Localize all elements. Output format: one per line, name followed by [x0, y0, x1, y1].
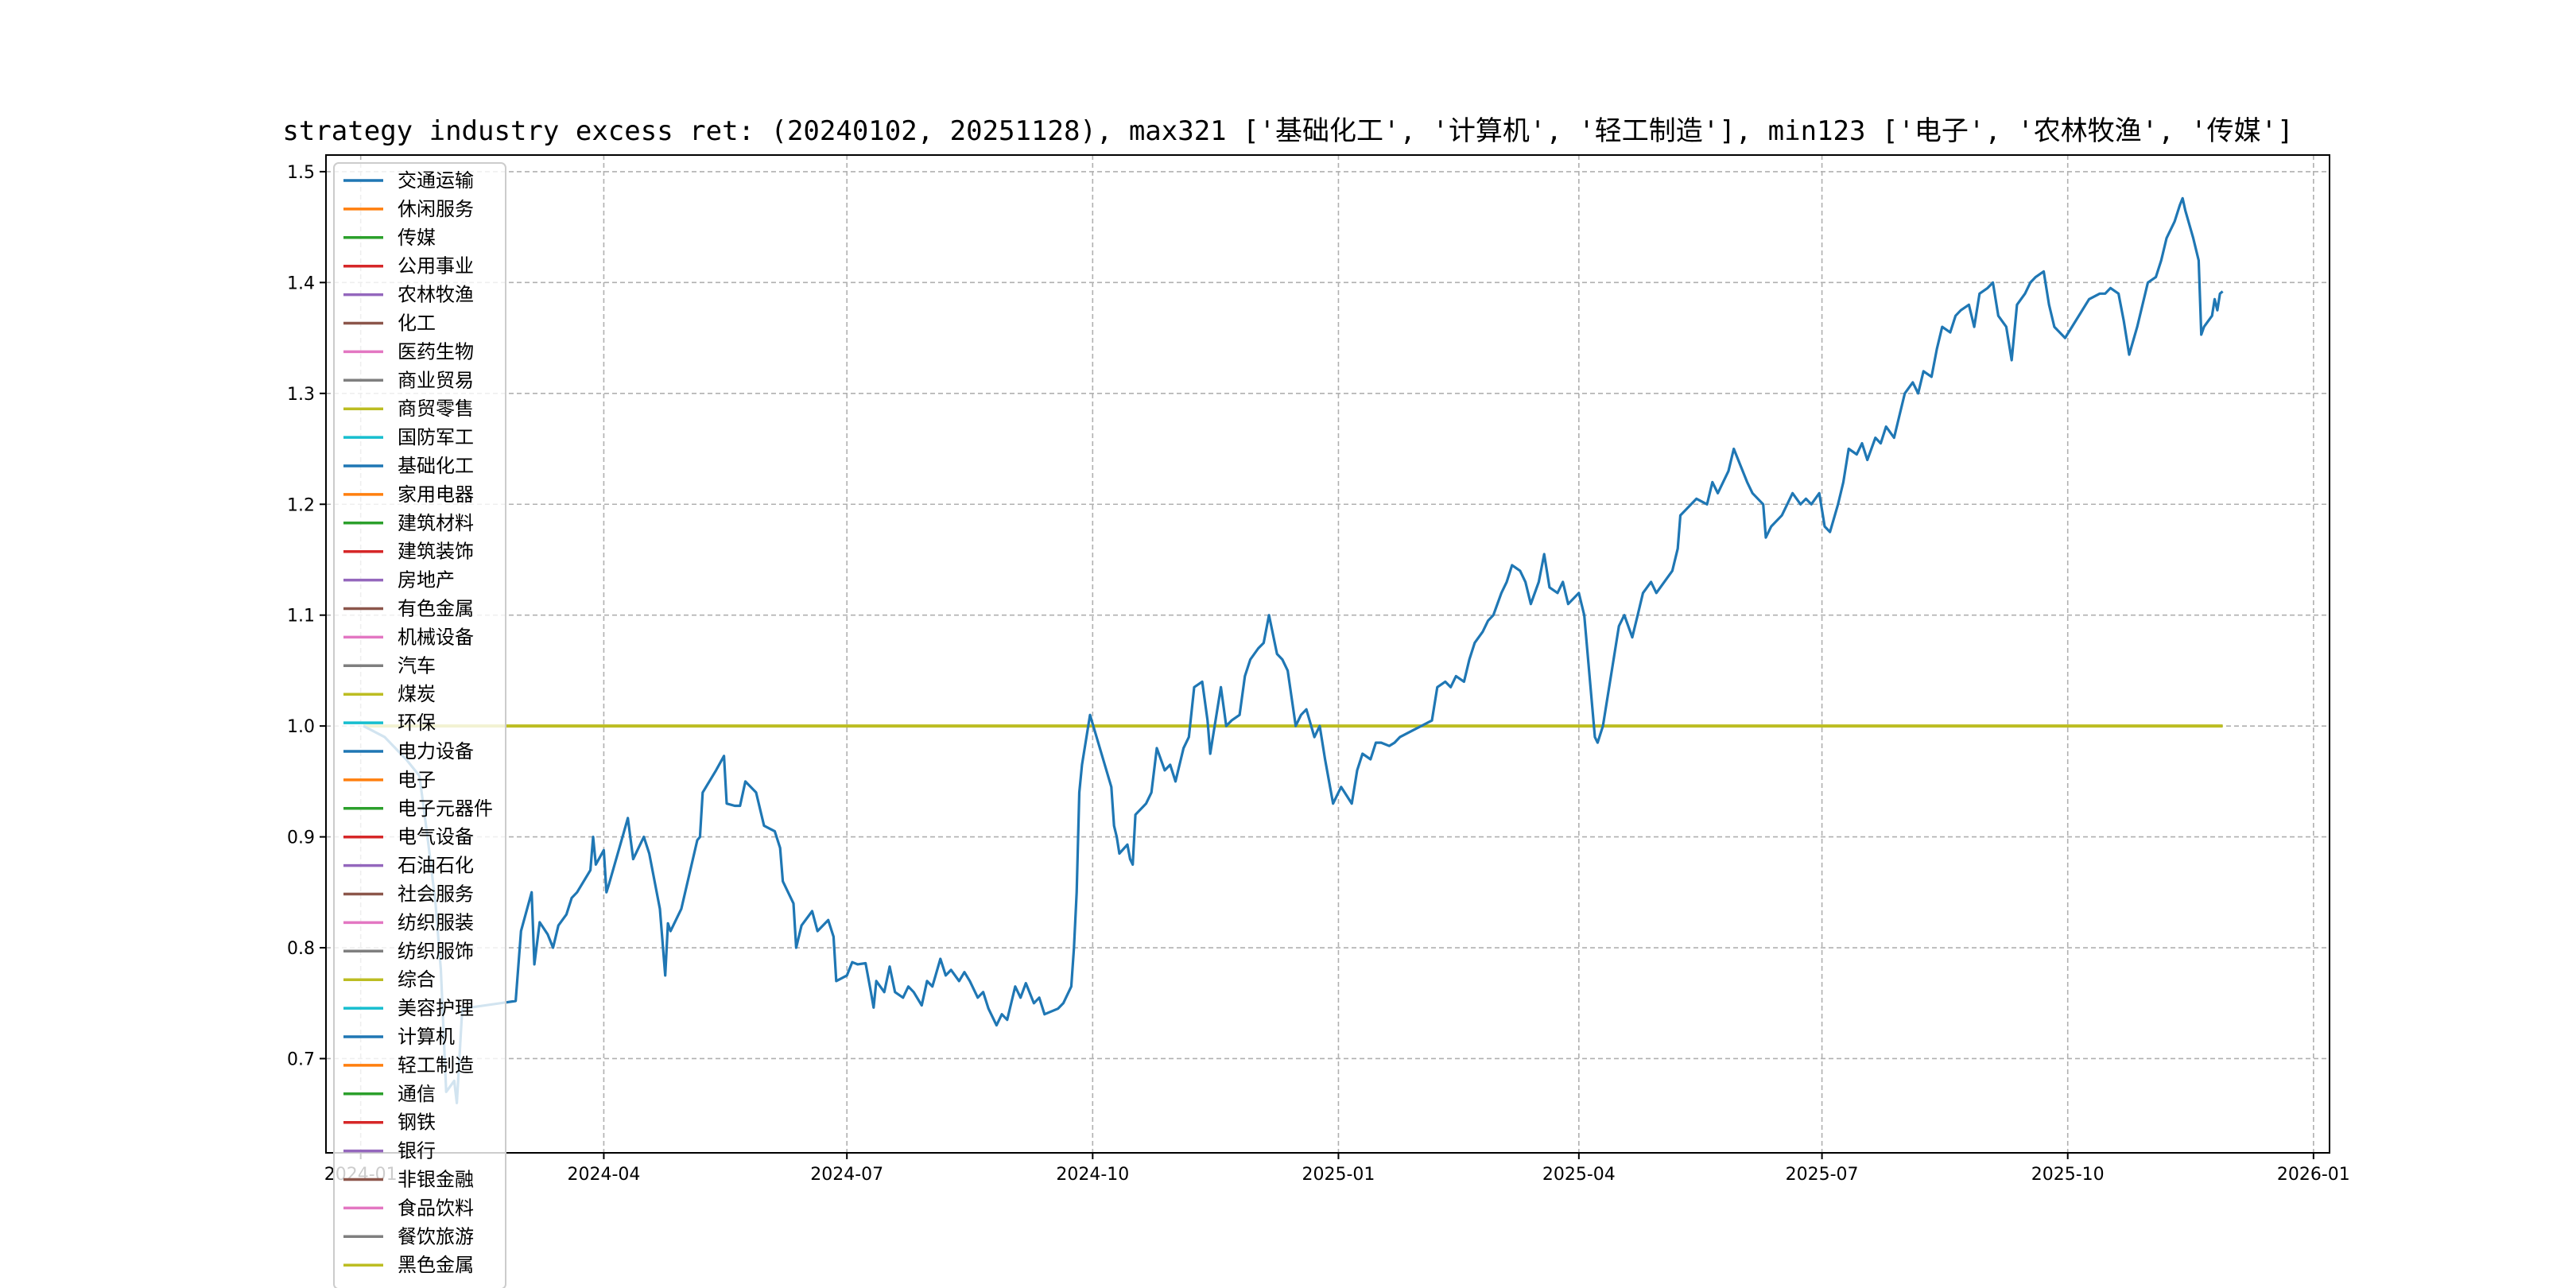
legend-label: 计算机	[398, 1026, 455, 1048]
legend-box	[333, 162, 506, 1288]
y-tick-label: 0.7	[287, 1049, 315, 1069]
legend-label: 石油石化	[398, 855, 474, 877]
legend: 交通运输休闲服务传媒公用事业农林牧渔化工医药生物商业贸易商贸零售国防军工基础化工…	[333, 162, 506, 1288]
legend-label: 纺织服装	[398, 911, 474, 933]
legend-label: 社会服务	[398, 883, 474, 906]
legend-label: 休闲服务	[398, 198, 474, 220]
legend-label: 美容护理	[398, 997, 474, 1019]
y-tick-label: 1.0	[287, 717, 315, 737]
legend-label: 电子	[398, 769, 436, 791]
y-tick-label: 0.9	[287, 828, 315, 848]
legend-label: 煤炭	[398, 683, 436, 705]
series-line	[363, 196, 2224, 1104]
y-tick-label: 0.8	[287, 939, 315, 959]
y-tick-label: 1.1	[287, 607, 315, 627]
legend-label: 化工	[398, 312, 436, 335]
x-tick-label: 2025-10	[2031, 1165, 2105, 1185]
legend-label: 电子元器件	[398, 797, 493, 820]
y-tick-label: 1.3	[287, 385, 315, 405]
legend-label: 家用电器	[398, 483, 474, 506]
chart-title: strategy industry excess ret: (20240102,…	[282, 115, 2293, 147]
legend-label: 基础化工	[398, 455, 474, 477]
legend-label: 电气设备	[398, 826, 474, 848]
x-tick-label: 2024-10	[1056, 1165, 1129, 1185]
legend-label: 机械设备	[398, 626, 474, 648]
legend-label: 商贸零售	[398, 398, 474, 420]
plot-area	[363, 196, 2224, 1104]
legend-label: 黑色金属	[398, 1254, 474, 1276]
legend-label: 有色金属	[398, 598, 474, 620]
legend-label: 食品饮料	[398, 1197, 474, 1219]
legend-label: 医药生物	[398, 340, 474, 363]
legend-label: 轻工制造	[398, 1054, 474, 1077]
y-tick-label: 1.5	[287, 163, 315, 183]
legend-label: 纺织服饰	[398, 940, 474, 962]
y-axis: 0.7 0.8 0.9 1.0 1.1 1.2 1.3 1.4 1.5	[287, 163, 326, 1069]
grid-lines	[326, 155, 2330, 1153]
legend-label: 交通运输	[398, 169, 474, 192]
legend-label: 传媒	[398, 227, 436, 249]
legend-label: 银行	[398, 1140, 436, 1162]
x-tick-label: 2025-01	[1302, 1165, 1375, 1185]
x-tick-label: 2025-07	[1786, 1165, 1859, 1185]
legend-label: 综合	[398, 968, 436, 991]
legend-label: 非银金融	[398, 1169, 474, 1191]
legend-label: 环保	[398, 712, 436, 734]
legend-label: 建筑装饰	[398, 541, 474, 563]
legend-label: 钢铁	[398, 1111, 436, 1134]
legend-label: 农林牧渔	[398, 284, 474, 306]
legend-label: 房地产	[398, 569, 455, 592]
x-tick-label: 2026-01	[2277, 1165, 2350, 1185]
x-tick-label: 2024-04	[567, 1165, 640, 1185]
y-tick-label: 1.2	[287, 495, 315, 515]
y-tick-label: 1.4	[287, 274, 315, 293]
x-tick-label: 2025-04	[1542, 1165, 1616, 1185]
axes-frame	[325, 154, 2330, 1154]
legend-label: 电力设备	[398, 740, 474, 762]
legend-label: 商业贸易	[398, 369, 474, 391]
x-tick-label: 2024-07	[810, 1165, 883, 1185]
legend-label: 汽车	[398, 654, 436, 677]
legend-label: 餐饮旅游	[398, 1225, 474, 1247]
legend-label: 通信	[398, 1083, 436, 1105]
series-layer	[363, 196, 2224, 1104]
legend-label: 国防军工	[398, 426, 474, 448]
legend-label: 建筑材料	[398, 512, 474, 534]
legend-label: 公用事业	[398, 255, 474, 277]
